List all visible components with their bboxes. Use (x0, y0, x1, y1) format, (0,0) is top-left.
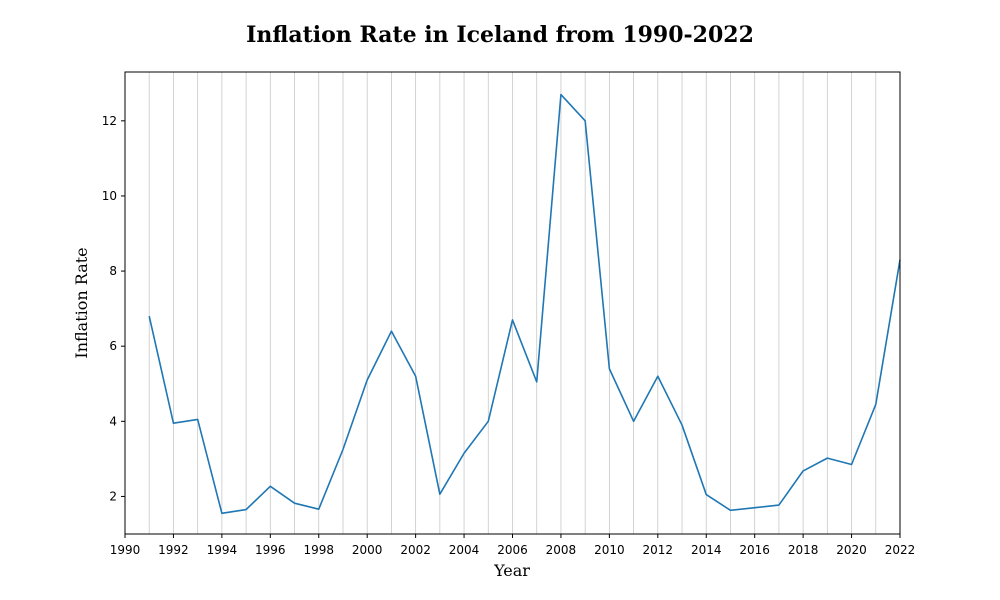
x-tick-label: 2012 (643, 543, 674, 557)
x-tick-label: 2006 (497, 543, 528, 557)
x-tick-label: 2014 (691, 543, 722, 557)
x-tick-label: 2018 (788, 543, 819, 557)
x-tick-label: 2010 (594, 543, 625, 557)
x-tick-label: 1990 (110, 543, 141, 557)
x-tick-label: 1994 (207, 543, 238, 557)
y-axis-ticks: 2 4 6 8 10 12 (102, 114, 125, 503)
y-tick-label: 10 (102, 189, 117, 203)
grid-lines (148, 72, 877, 534)
x-axis-ticks: 1990 1992 1994 1996 1998 2000 2002 2004 2006 2008… (110, 534, 916, 557)
chart-title: Inflation Rate in Iceland from 1990-2022 (246, 22, 754, 48)
y-tick-label: 2 (109, 489, 117, 503)
y-tick-label: 6 (109, 339, 117, 353)
x-tick-label: 1996 (255, 543, 286, 557)
y-tick-label: 4 (109, 414, 117, 428)
y-tick-label: 12 (102, 114, 117, 128)
x-tick-label: 2000 (352, 543, 383, 557)
x-tick-label: 1998 (303, 543, 334, 557)
x-tick-label: 2016 (739, 543, 770, 557)
x-tick-label: 2004 (449, 543, 480, 557)
series-line (148, 93, 901, 515)
x-axis-label: Year (493, 561, 530, 580)
x-tick-label: 2022 (885, 543, 916, 557)
x-tick-label: 2008 (546, 543, 577, 557)
y-axis-label: Inflation Rate (72, 247, 91, 358)
x-tick-label: 2002 (400, 543, 431, 557)
x-tick-label: 1992 (158, 543, 189, 557)
y-tick-label: 8 (109, 264, 117, 278)
x-tick-label: 2020 (836, 543, 867, 557)
